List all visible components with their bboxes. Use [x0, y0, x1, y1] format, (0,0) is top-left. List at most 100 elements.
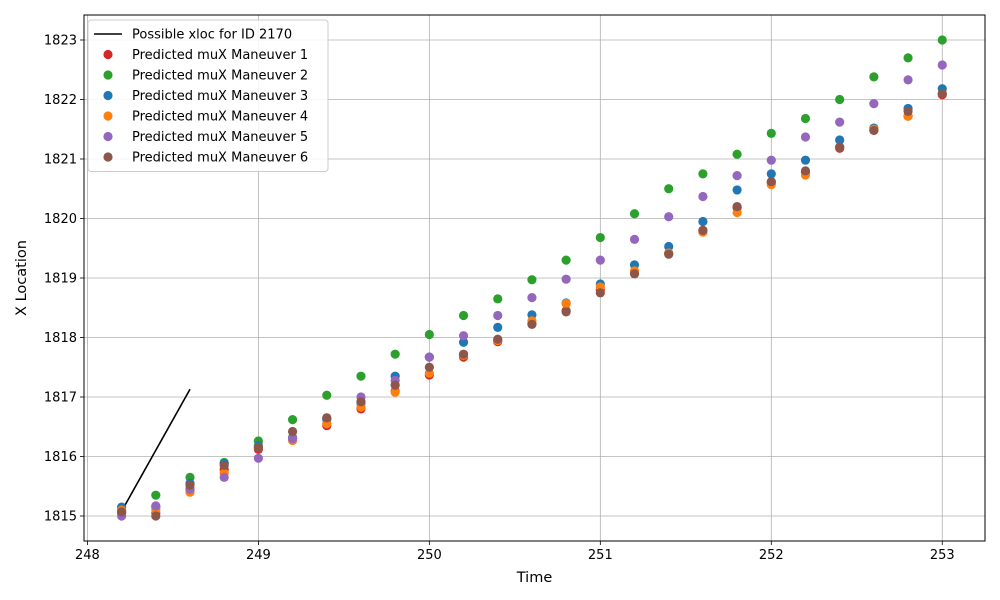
legend-label: Predicted muX Maneuver 4	[132, 110, 308, 125]
x-tick-label: 248	[75, 548, 100, 563]
data-points	[117, 35, 947, 521]
data-point	[835, 117, 845, 127]
legend-marker-swatch	[103, 49, 113, 60]
data-point	[424, 352, 434, 362]
x-tick-label: 252	[759, 548, 784, 563]
possible-xloc-line-layer	[120, 388, 191, 512]
data-point	[322, 413, 332, 423]
legend-marker-swatch	[103, 111, 113, 121]
data-point	[766, 128, 776, 139]
data-point	[698, 225, 708, 235]
data-point	[800, 132, 811, 142]
data-point	[493, 294, 503, 304]
legend-label: Predicted muX Maneuver 6	[132, 151, 308, 166]
data-point	[287, 415, 298, 425]
data-point	[151, 501, 161, 511]
data-point	[390, 380, 400, 390]
y-tick-label: 1815	[44, 510, 77, 525]
y-tick-label: 1816	[44, 450, 77, 465]
data-point	[458, 310, 469, 321]
legend-marker-swatch	[103, 90, 113, 101]
data-point	[732, 171, 742, 181]
data-point	[390, 387, 400, 397]
data-point	[424, 362, 434, 372]
data-point	[835, 135, 845, 145]
y-tick-label: 1822	[44, 93, 77, 108]
y-tick-label: 1823	[44, 33, 77, 48]
data-point	[561, 255, 571, 265]
data-point	[322, 390, 332, 400]
data-point	[766, 169, 776, 179]
data-point	[151, 490, 161, 500]
data-point	[766, 155, 776, 165]
x-tick-label: 249	[246, 548, 271, 563]
data-point	[664, 249, 674, 259]
data-point	[185, 480, 195, 490]
data-point	[732, 185, 742, 195]
x-tick-label: 253	[930, 548, 955, 563]
data-point	[937, 88, 947, 99]
data-point	[698, 169, 708, 179]
data-point	[527, 319, 537, 330]
data-point	[869, 125, 879, 136]
data-point	[800, 166, 811, 176]
y-tick-label: 1820	[44, 212, 77, 227]
data-point	[595, 288, 605, 298]
legend-label: Predicted muX Maneuver 3	[132, 89, 308, 104]
data-point	[869, 72, 879, 82]
data-point	[937, 35, 947, 45]
data-point	[903, 53, 913, 63]
data-point	[903, 106, 913, 116]
data-point	[253, 453, 263, 463]
legend-label: Predicted muX Maneuver 1	[132, 48, 308, 63]
data-point	[595, 255, 605, 265]
x-tick-label: 251	[588, 548, 613, 563]
data-point	[664, 241, 674, 252]
data-point	[595, 232, 605, 243]
axis-ticks: 248 249 250 251 252 253 1815 1816 1817 1818 1819 18…	[44, 33, 955, 563]
data-point	[629, 234, 640, 244]
data-point	[629, 269, 640, 279]
legend-label: Predicted muX Maneuver 5	[132, 130, 308, 145]
data-point	[356, 397, 366, 407]
possible-xloc-line	[120, 388, 191, 512]
legend-box	[87, 19, 329, 172]
data-point	[219, 460, 229, 471]
data-point	[800, 155, 811, 165]
y-axis-label: X Location	[14, 240, 30, 316]
legend-label: Possible xloc for ID 2170	[132, 28, 292, 43]
x-tick-label: 250	[417, 548, 442, 563]
legend-marker-swatch	[103, 152, 113, 162]
data-point	[800, 113, 811, 124]
data-point	[253, 442, 263, 453]
y-tick-label: 1818	[44, 331, 77, 346]
legend-label: Predicted muX Maneuver 2	[132, 69, 308, 84]
data-point	[766, 177, 776, 187]
y-tick-label: 1821	[44, 152, 77, 167]
data-point	[698, 216, 708, 227]
data-point	[903, 75, 913, 85]
data-point	[732, 149, 742, 159]
data-point	[698, 191, 708, 202]
data-point	[219, 472, 229, 482]
data-point	[561, 274, 571, 284]
data-point	[356, 371, 366, 381]
data-point	[493, 334, 503, 344]
data-point	[869, 99, 879, 109]
data-point	[732, 201, 742, 212]
data-point	[493, 310, 503, 321]
y-tick-label: 1819	[44, 272, 77, 287]
data-point	[664, 184, 674, 194]
data-point	[287, 434, 298, 444]
data-point	[458, 337, 469, 347]
legend: Possible xloc for ID 2170 Predicted muX M…	[87, 19, 329, 172]
grid-lines	[84, 15, 985, 541]
data-point	[629, 209, 640, 219]
data-point	[458, 331, 469, 341]
data-point	[561, 298, 571, 309]
series-maneuver-6	[117, 88, 947, 521]
data-point	[390, 349, 400, 359]
data-point	[561, 307, 571, 317]
x-axis-label: Time	[516, 570, 553, 586]
